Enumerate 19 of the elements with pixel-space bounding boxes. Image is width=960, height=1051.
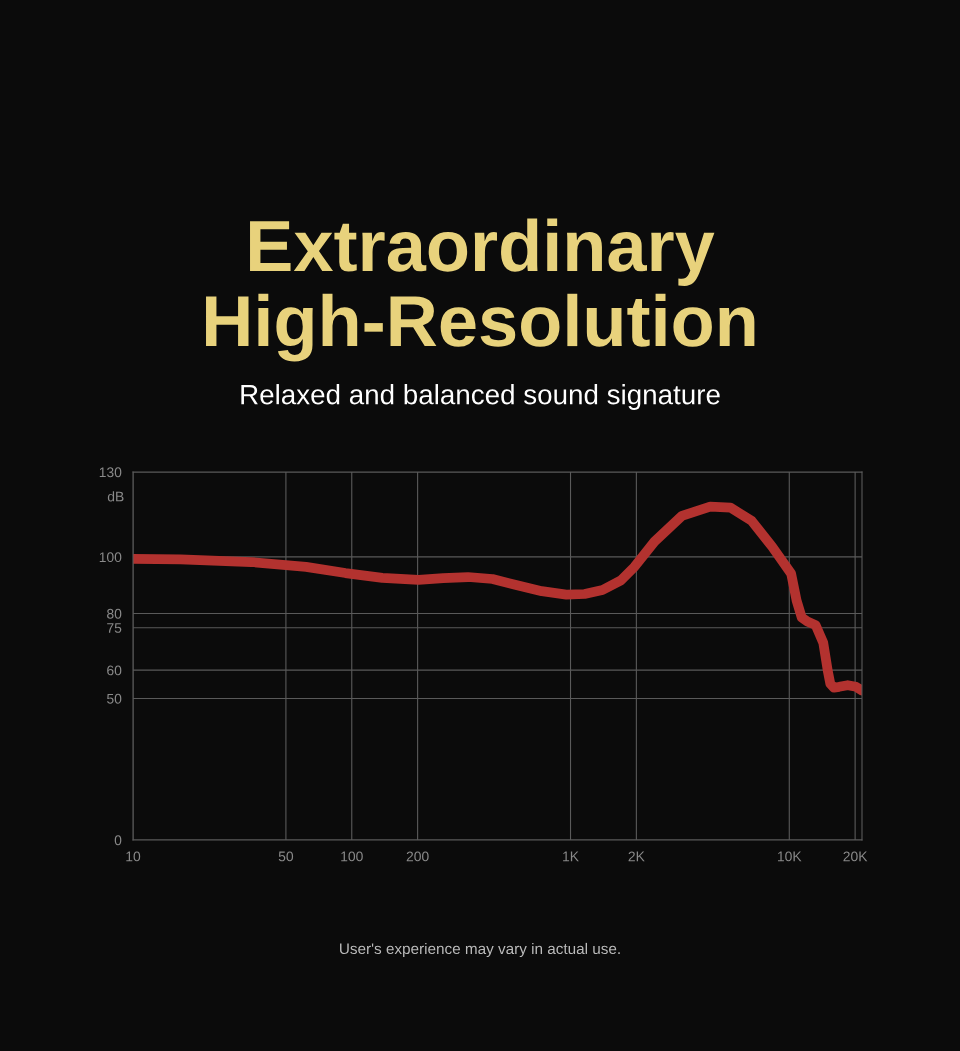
x-tick-label: 10K [777,851,802,862]
x-tick-label: 20K [843,851,868,862]
chart-title: Extraordinary High-Resolution [206,218,755,362]
y-tick-label: 130 [99,467,122,478]
x-tick-label: 2K [628,851,645,862]
x-tick-label: 200 [406,851,429,862]
y-tick-label: 80 [107,608,122,619]
y-tick-label: 50 [107,693,122,704]
x-tick-label: 50 [278,851,294,862]
x-tick-label: 1K [563,851,579,862]
text: User's experience may vary in actual use. [340,942,620,958]
x-tick-label: 100 [341,851,363,862]
y-tick-label: 75 [107,623,122,633]
y-tick-label: 60 [107,665,122,676]
y-tick-label: 100 [99,552,122,563]
chart-subtitle: Relaxed and balanced sound signature [241,384,720,410]
y-tick-label: 0 [114,835,122,846]
x-tick-label: 10 [126,851,141,862]
y-axis-title: dB [107,491,124,502]
